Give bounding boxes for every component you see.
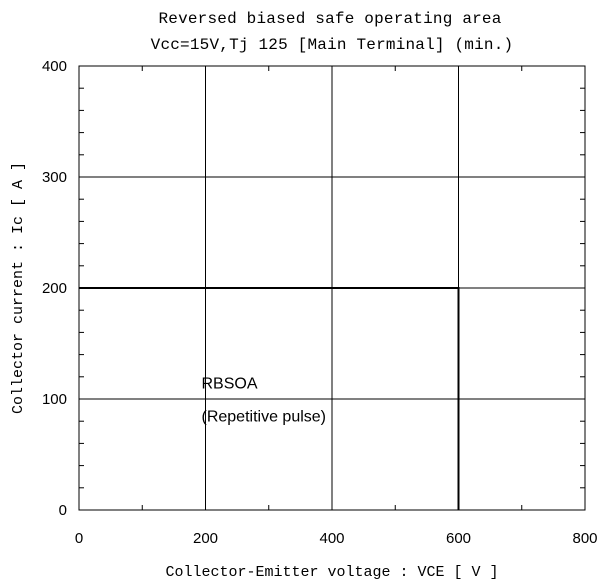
y-tick-label: 300 bbox=[42, 169, 67, 186]
x-tick-label: 800 bbox=[572, 530, 597, 547]
tick-labels: 0 200 400 600 800 0 100 200 300 400 bbox=[42, 58, 598, 547]
y-tick-label: 0 bbox=[59, 502, 67, 519]
chart-subtitle: Vcc=15V,Tj 125 [Main Terminal] (min.) bbox=[151, 36, 514, 54]
y-tick-label: 100 bbox=[42, 391, 67, 408]
x-tick-label: 0 bbox=[75, 530, 83, 547]
x-axis-title: Collector-Emitter voltage : VCE [ V ] bbox=[165, 564, 498, 581]
y-axis-title: Collector current : Ic [ A ] bbox=[10, 162, 27, 414]
x-tick-label: 200 bbox=[193, 530, 218, 547]
annotation-label: RBSOA bbox=[202, 375, 258, 392]
y-tick-label: 400 bbox=[42, 58, 67, 75]
annotation-label: (Repetitive pulse) bbox=[202, 409, 327, 426]
y-tick-label: 200 bbox=[42, 280, 67, 297]
chart-title: Reversed biased safe operating area bbox=[158, 10, 501, 28]
x-tick-label: 600 bbox=[446, 530, 471, 547]
x-tick-label: 400 bbox=[319, 530, 344, 547]
annotations: RBSOA (Repetitive pulse) bbox=[202, 375, 327, 425]
